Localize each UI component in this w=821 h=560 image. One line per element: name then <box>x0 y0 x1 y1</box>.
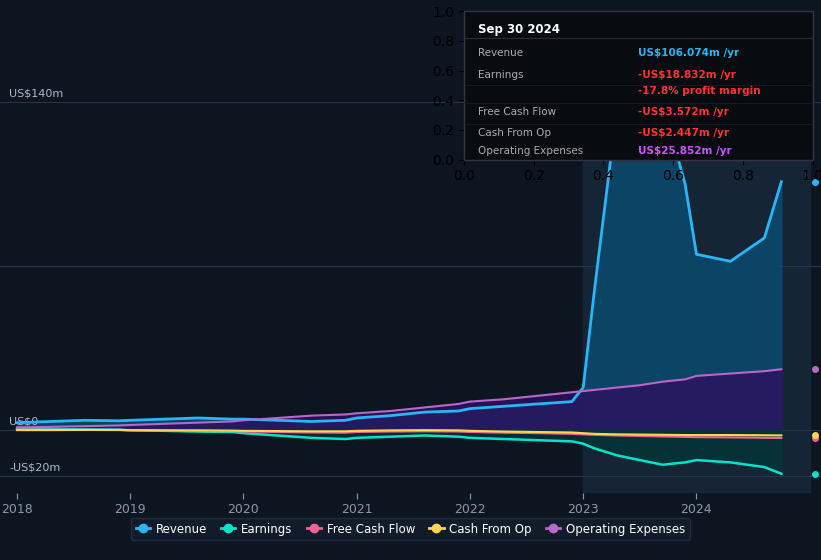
Text: US$140m: US$140m <box>9 89 63 99</box>
Text: -US$3.572m /yr: -US$3.572m /yr <box>639 107 729 117</box>
Text: Earnings: Earnings <box>478 70 523 80</box>
Text: Free Cash Flow: Free Cash Flow <box>478 107 556 117</box>
Text: -US$20m: -US$20m <box>9 463 60 473</box>
Text: Revenue: Revenue <box>478 48 523 58</box>
Text: US$106.074m /yr: US$106.074m /yr <box>639 48 740 58</box>
Text: -US$2.447m /yr: -US$2.447m /yr <box>639 128 729 138</box>
Text: Cash From Op: Cash From Op <box>478 128 551 138</box>
Legend: Revenue, Earnings, Free Cash Flow, Cash From Op, Operating Expenses: Revenue, Earnings, Free Cash Flow, Cash … <box>131 518 690 540</box>
Text: -17.8% profit margin: -17.8% profit margin <box>639 86 761 96</box>
Text: Sep 30 2024: Sep 30 2024 <box>478 23 560 36</box>
Text: US$25.852m /yr: US$25.852m /yr <box>639 146 732 156</box>
Text: Operating Expenses: Operating Expenses <box>478 146 583 156</box>
Text: US$0: US$0 <box>9 416 39 426</box>
Bar <box>583 67 810 493</box>
Text: -US$18.832m /yr: -US$18.832m /yr <box>639 70 736 80</box>
